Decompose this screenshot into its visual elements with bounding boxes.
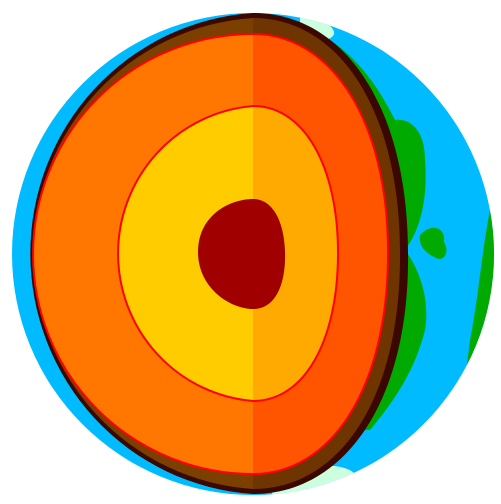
inner-core [198, 199, 286, 309]
mantle-border [32, 32, 390, 476]
outer-core-border [117, 104, 340, 403]
outer-core-left [118, 106, 253, 401]
island [419, 227, 447, 259]
outer-core-right [253, 106, 338, 401]
outer-core [117, 104, 340, 403]
